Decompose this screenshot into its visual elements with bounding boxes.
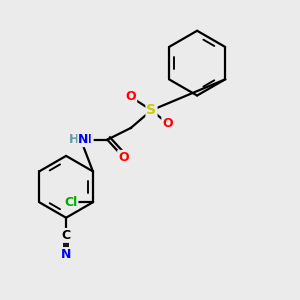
Text: O: O bbox=[118, 151, 129, 164]
Text: N: N bbox=[78, 133, 88, 146]
Text: HN: HN bbox=[72, 133, 93, 146]
Text: Cl: Cl bbox=[64, 196, 77, 209]
Text: S: S bbox=[146, 103, 157, 117]
Text: C: C bbox=[61, 229, 70, 242]
Text: O: O bbox=[125, 91, 136, 103]
Text: N: N bbox=[61, 248, 71, 261]
Text: H: H bbox=[69, 133, 80, 146]
Text: O: O bbox=[162, 117, 173, 130]
